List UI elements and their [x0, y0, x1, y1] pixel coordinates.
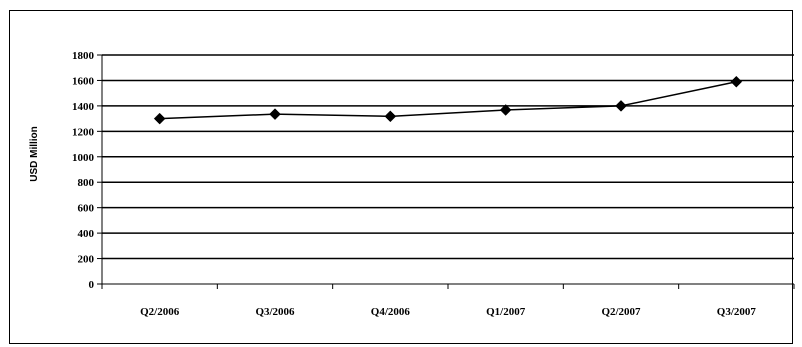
gridlines — [102, 54, 794, 260]
y-tick-label: 1200 — [72, 126, 95, 138]
y-tick-label: 0 — [89, 279, 95, 291]
data-point-marker — [153, 112, 166, 125]
y-axis-title: USD Million — [29, 126, 40, 182]
x-tick-label: Q1/2007 — [486, 306, 526, 318]
data-point-marker — [269, 108, 281, 121]
y-tick-label: 1800 — [72, 50, 95, 62]
y-tick-label: 1000 — [72, 152, 95, 164]
data-point-marker — [730, 75, 743, 88]
y-tick-label: 400 — [78, 228, 95, 240]
x-tick-label: Q3/2007 — [717, 306, 757, 318]
y-tick-labels: 0 200 400 600 800 1000 1200 1400 1600 1800 — [72, 50, 95, 291]
data-point-marker — [384, 110, 397, 123]
x-tick-label: Q2/2006 — [140, 306, 180, 318]
y-tick-label: 1600 — [72, 75, 95, 87]
chart-frame — [9, 10, 793, 344]
data-point-marker — [615, 100, 627, 112]
series-line — [159, 80, 737, 120]
x-tick-label: Q4/2006 — [371, 306, 411, 318]
axes — [97, 54, 795, 289]
y-tick-label: 1400 — [72, 101, 95, 113]
y-tick-label: 800 — [78, 177, 95, 189]
y-tick-label: 200 — [78, 254, 95, 266]
y-tick-label: 600 — [78, 203, 95, 215]
x-tick-label: Q2/2007 — [601, 306, 641, 318]
x-tick-labels: Q2/2006 Q3/2006 Q4/2006 Q1/2007 Q2/2007 Q3/20… — [140, 306, 756, 318]
data-point-marker — [499, 104, 512, 116]
x-tick-label: Q3/2006 — [255, 306, 295, 318]
series-group — [153, 75, 743, 125]
